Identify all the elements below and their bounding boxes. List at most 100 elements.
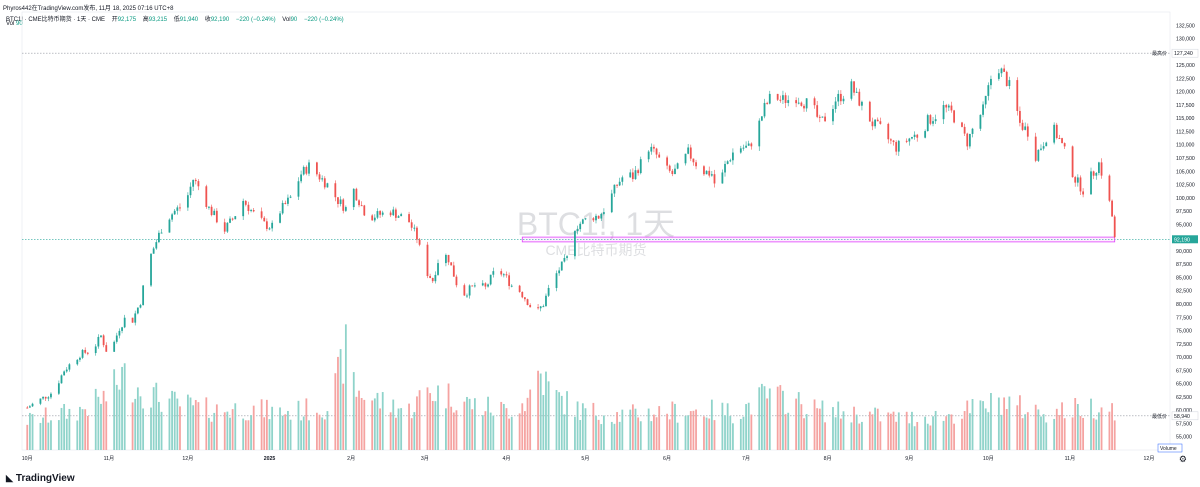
candle-body (208, 206, 210, 208)
volume-bar (963, 411, 966, 450)
volume-bar (155, 382, 158, 450)
price-tick-label: 122,500 (1176, 76, 1195, 82)
gear-icon[interactable]: ⚙ (1178, 454, 1187, 464)
candle-body (1063, 143, 1066, 147)
volume-bar (194, 399, 197, 450)
volume-bar (1008, 396, 1011, 450)
volume-bar (334, 373, 337, 450)
candle-body (437, 263, 439, 275)
volume-bar (895, 421, 898, 450)
time-axis-label: 7月 (742, 455, 750, 462)
volume-bar (189, 397, 192, 450)
volume-bar (647, 408, 650, 450)
tradingview-brand[interactable]: ◣ TradingView (6, 473, 75, 484)
candle-body (926, 115, 929, 132)
candle-body (447, 254, 450, 263)
price-tick-label: 107,500 (1176, 156, 1195, 162)
volume-bar (542, 395, 545, 450)
candle-body (687, 147, 690, 154)
volume-bar (297, 400, 300, 450)
candle-body (363, 205, 366, 216)
candle-body (1037, 149, 1040, 161)
candle-body (713, 174, 716, 184)
candle-body (908, 138, 911, 142)
volume-bar (1108, 411, 1111, 450)
highlight-range-box (521, 236, 1116, 243)
candle-body (434, 274, 437, 282)
volume-bar (760, 383, 763, 450)
candle-body (545, 295, 547, 307)
volume-bar (529, 389, 532, 450)
candle-body (281, 202, 284, 214)
volume-bar (150, 407, 152, 450)
candle-body (850, 81, 853, 99)
candle-body (50, 393, 52, 398)
candle-body (1108, 175, 1111, 201)
symbol-legend[interactable]: BTC1! · CME比特币期货 · 1天 · CME 开92,175 高93,… (6, 14, 344, 23)
candle-body (431, 277, 434, 282)
volume-bar (113, 369, 116, 450)
candle-body (226, 222, 229, 232)
candle-body (518, 285, 521, 292)
candle-body (1074, 177, 1077, 183)
candle-body (526, 299, 529, 306)
candle-body (305, 166, 308, 174)
candle-body (105, 345, 108, 352)
volume-legend[interactable]: Vol 90 (6, 21, 23, 27)
candle-body (268, 228, 271, 230)
volume-bar (805, 414, 808, 450)
volume-bar (139, 396, 142, 450)
candle-body (139, 305, 142, 308)
volume-bar (666, 413, 668, 450)
candle-body (889, 139, 892, 141)
volume-bar (668, 419, 671, 450)
candle-body (358, 200, 360, 206)
candle-body (76, 359, 79, 365)
volume-bar (687, 415, 690, 450)
time-axis-label: 10月 (983, 455, 994, 462)
candle-body (205, 186, 208, 207)
price-marker-value: 92,190 (1174, 237, 1190, 243)
candle-body (42, 396, 44, 399)
candle-body (639, 159, 642, 174)
candle-body (650, 146, 653, 152)
volume-bar (226, 411, 229, 450)
volume-bar (797, 392, 800, 450)
volume-bar (861, 421, 863, 450)
candle-body (750, 143, 753, 147)
candle-body (581, 219, 584, 224)
candle-body (355, 188, 358, 201)
time-axis-label: 4月 (502, 455, 510, 462)
volume-bar (692, 410, 695, 450)
candle-body (502, 274, 505, 276)
candle-body (621, 177, 624, 182)
candle-body (805, 98, 808, 109)
volume-bar (742, 416, 745, 450)
candle-body (250, 210, 252, 212)
volume-bar (452, 412, 455, 450)
price-marker-badge (1172, 235, 1198, 244)
volume-bar (26, 424, 29, 450)
candle-body (263, 217, 266, 222)
price-chart[interactable]: BTC1!, 1天CME比特币期货132,500130,000127,50012… (0, 0, 1200, 468)
volume-bar (381, 392, 384, 450)
candle-body (592, 218, 595, 221)
price-marker-badge (1171, 411, 1199, 421)
volume-bar (592, 402, 595, 450)
candle-body (842, 98, 845, 102)
volume-bar (584, 408, 587, 450)
volume-bar (31, 414, 34, 450)
candle-body (471, 285, 474, 287)
candle-body (787, 100, 790, 103)
candle-body (215, 210, 218, 223)
volume-bar (455, 410, 458, 450)
volume-bar (234, 403, 237, 450)
candle-body (452, 265, 455, 277)
volume-bar (816, 408, 819, 450)
candle-body (676, 163, 679, 169)
volume-bar (929, 425, 932, 450)
ohlc-high: 高93,215 (142, 17, 168, 23)
volume-bar (924, 416, 927, 450)
volume-bar (118, 389, 121, 450)
candle-body (602, 212, 605, 214)
